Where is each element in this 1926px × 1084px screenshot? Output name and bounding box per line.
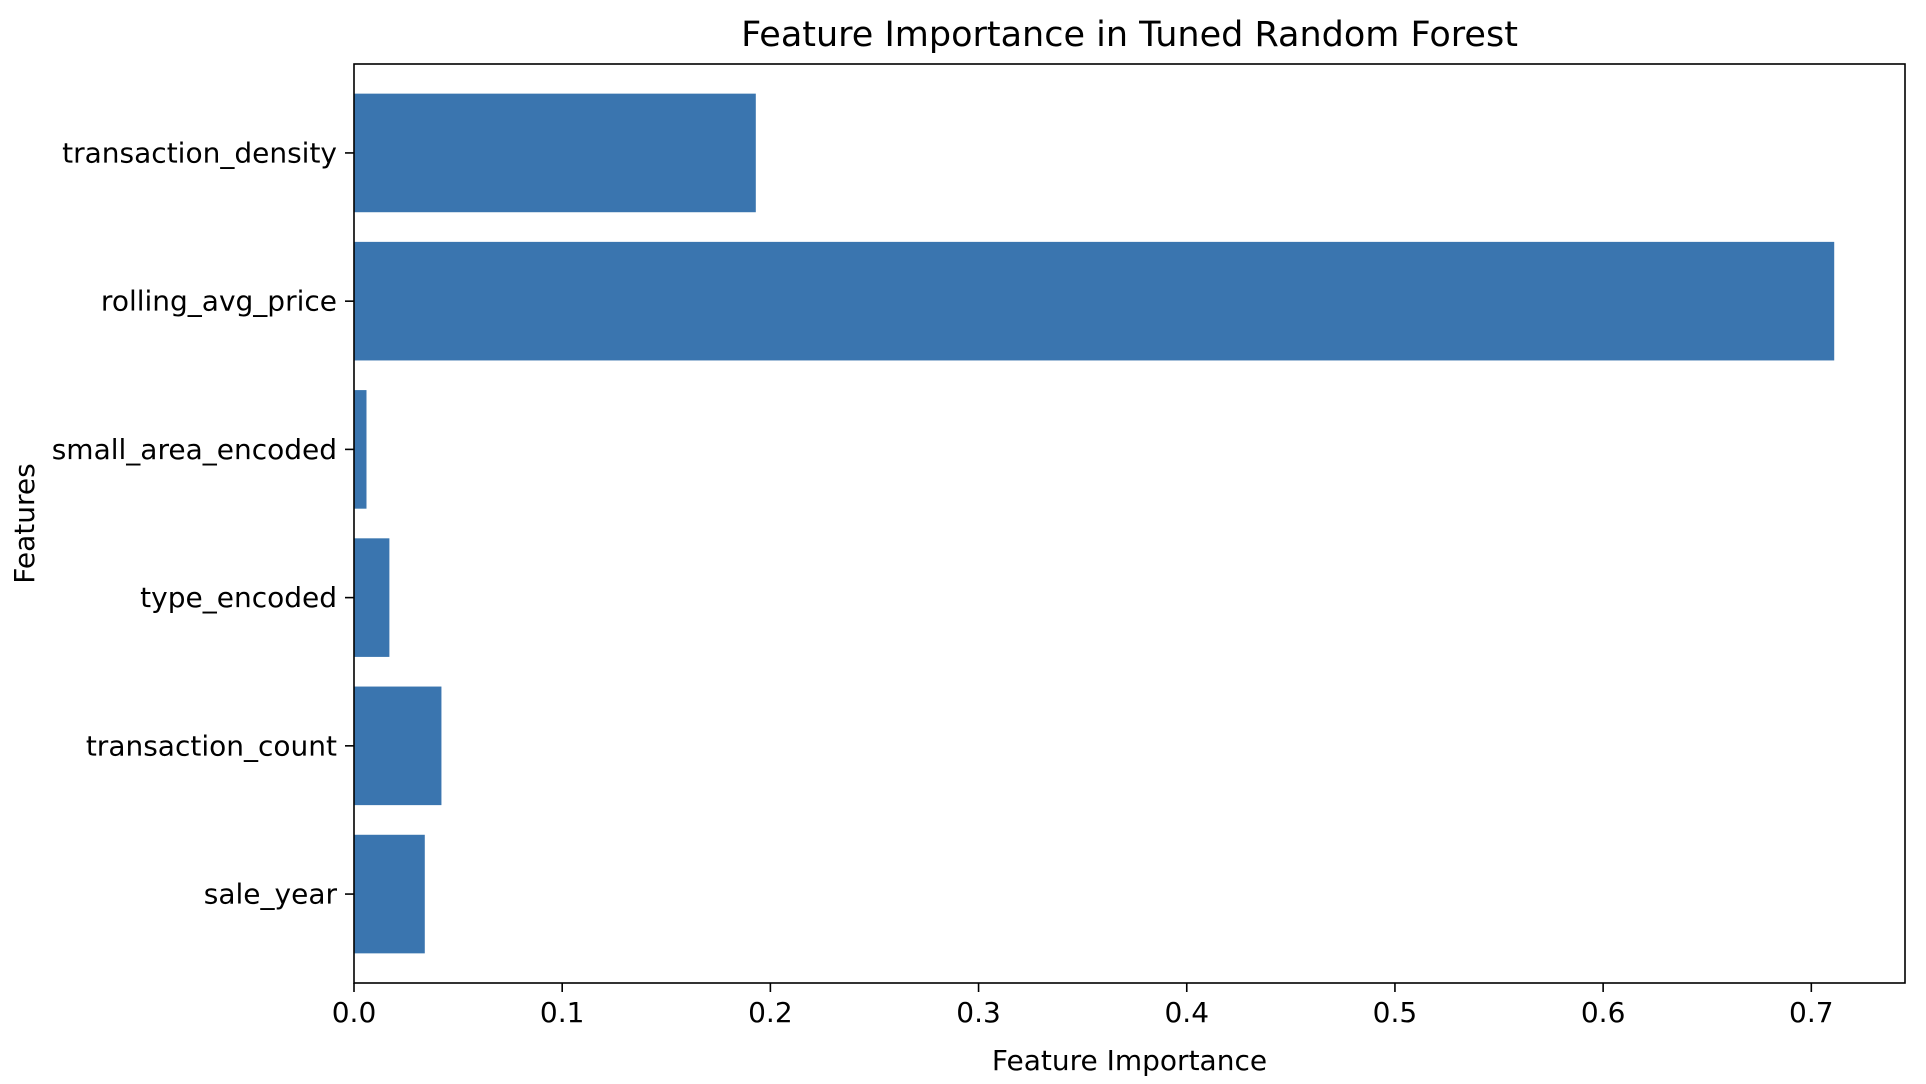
y-tick-label: sale_year [204,878,338,911]
y-tick-label: transaction_count [86,729,337,762]
x-tick-label: 0.3 [956,996,1001,1029]
x-tick-label: 0.2 [748,996,793,1029]
y-tick-label: rolling_avg_price [101,285,337,318]
bar-transaction-density [354,93,756,213]
bar-type-encoded [354,538,390,657]
y-tick-label: transaction_density [62,136,337,169]
y-tick-label: small_area_encoded [52,433,337,466]
bar-rolling-avg-price [354,241,1835,361]
x-tick-label: 0.4 [1164,996,1209,1029]
x-tick-label: 0.6 [1581,996,1626,1029]
x-tick-label: 0.0 [332,996,377,1029]
bars-layer [354,93,1835,954]
bar-transaction-count [354,686,442,806]
x-tick-label: 0.1 [540,996,585,1029]
plot-frame [353,63,1906,984]
bar-small-area-encoded [354,390,367,509]
x-axis-label: Feature Importance [992,1044,1267,1077]
chart-title: Feature Importance in Tuned Random Fores… [741,15,1518,55]
y-axis-label: Features [8,463,41,583]
y-tick-label: type_encoded [140,581,337,614]
bar-sale-year [354,834,425,954]
x-tick-label: 0.5 [1373,996,1418,1029]
ticks-layer: sale_year transaction_count type_encoded sm… [52,136,1834,1029]
x-tick-label: 0.7 [1789,996,1834,1029]
